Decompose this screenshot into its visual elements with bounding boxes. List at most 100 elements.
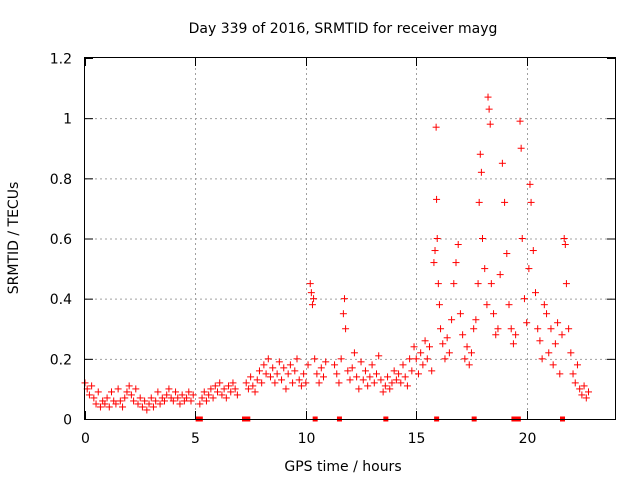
data-point: [315, 379, 323, 387]
data-point: [381, 382, 389, 390]
data-point: [392, 376, 400, 384]
data-point: [373, 370, 380, 378]
data-point: [484, 93, 492, 101]
y-tick-label: 1.2: [50, 52, 72, 68]
data-point: [310, 295, 318, 303]
data-point: [547, 325, 555, 333]
data-point: [450, 280, 458, 288]
data-point: [271, 379, 279, 387]
data-point: [138, 403, 146, 411]
data-point: [145, 400, 153, 408]
data-point: [225, 382, 233, 390]
data-point: [340, 295, 348, 303]
data-point: [503, 250, 511, 258]
data-point: [532, 289, 539, 297]
data-point: [456, 310, 464, 318]
data-point: [540, 301, 548, 309]
data-point: [432, 123, 440, 131]
data-point: [121, 394, 129, 402]
data-point: [465, 361, 473, 369]
data-point: [486, 120, 494, 128]
data-point: [344, 367, 352, 375]
data-point: [467, 349, 475, 357]
data-point: [112, 400, 120, 408]
data-point: [313, 370, 321, 378]
data-point: [366, 373, 374, 381]
y-tick-label: 0.4: [50, 292, 72, 308]
data-point: [578, 391, 586, 399]
data-point: [154, 388, 162, 396]
data-point: [346, 376, 354, 384]
data-point: [364, 382, 372, 390]
data-point: [472, 316, 480, 324]
data-point: [459, 331, 467, 339]
data-point: [421, 337, 429, 345]
data-point: [430, 259, 438, 267]
data-point: [475, 198, 483, 206]
data-point: [130, 397, 138, 405]
data-point: [229, 379, 237, 387]
data-point: [331, 361, 339, 369]
data-point: [445, 349, 453, 357]
axis-ticks: 0 0.2 0.4 0.6 0.8 1 1.2 0 5 10 15 20: [50, 52, 615, 447]
data-point: [231, 385, 239, 393]
data-point: [403, 382, 411, 390]
data-point: [585, 388, 592, 396]
data-point: [408, 367, 416, 375]
data-point: [92, 400, 100, 408]
data-point: [149, 403, 157, 411]
plot-frame: [84, 57, 616, 420]
data-point: [119, 403, 127, 411]
data-point: [136, 394, 144, 402]
data-point: [414, 370, 422, 378]
data-point: [249, 382, 257, 390]
y-axis-label: SRMTID / TECUs: [6, 182, 22, 295]
data-point: [227, 388, 235, 396]
data-point: [439, 340, 447, 348]
data-point: [461, 355, 469, 363]
data-point: [375, 352, 383, 360]
data-point: [562, 280, 570, 288]
data-point: [295, 376, 303, 384]
data-point: [538, 355, 546, 363]
data-point: [571, 379, 579, 387]
data-point: [437, 325, 445, 333]
data-point: [412, 355, 420, 363]
data-point: [289, 379, 297, 387]
data-point: [85, 391, 93, 399]
data-point: [220, 385, 228, 393]
data-point: [353, 373, 361, 381]
data-point: [262, 370, 270, 378]
data-point: [278, 376, 286, 384]
data-point: [260, 361, 268, 369]
y-tick-label: 1: [63, 112, 72, 128]
data-point: [258, 379, 266, 387]
data-point: [103, 394, 111, 402]
data-point: [202, 397, 210, 405]
data-point: [582, 394, 590, 402]
data-point: [490, 310, 498, 318]
data-point: [527, 198, 535, 206]
x-tick-label: 10: [298, 431, 316, 447]
data-point: [214, 388, 221, 396]
data-point: [377, 376, 385, 384]
data-point: [253, 376, 261, 384]
data-point: [433, 235, 441, 242]
data-point: [483, 301, 491, 309]
data-point: [255, 367, 263, 375]
data-point: [165, 385, 173, 393]
data-point: [339, 310, 347, 318]
data-point: [172, 388, 180, 396]
data-point: [233, 391, 241, 399]
data-point: [300, 370, 308, 378]
data-point: [123, 388, 131, 396]
data-point: [152, 397, 160, 405]
data-point: [355, 385, 363, 393]
data-point: [501, 198, 509, 206]
data-point: [576, 385, 584, 393]
data-point: [410, 343, 418, 351]
data-point: [520, 295, 528, 303]
data-point: [267, 373, 274, 381]
data-point: [580, 382, 588, 390]
